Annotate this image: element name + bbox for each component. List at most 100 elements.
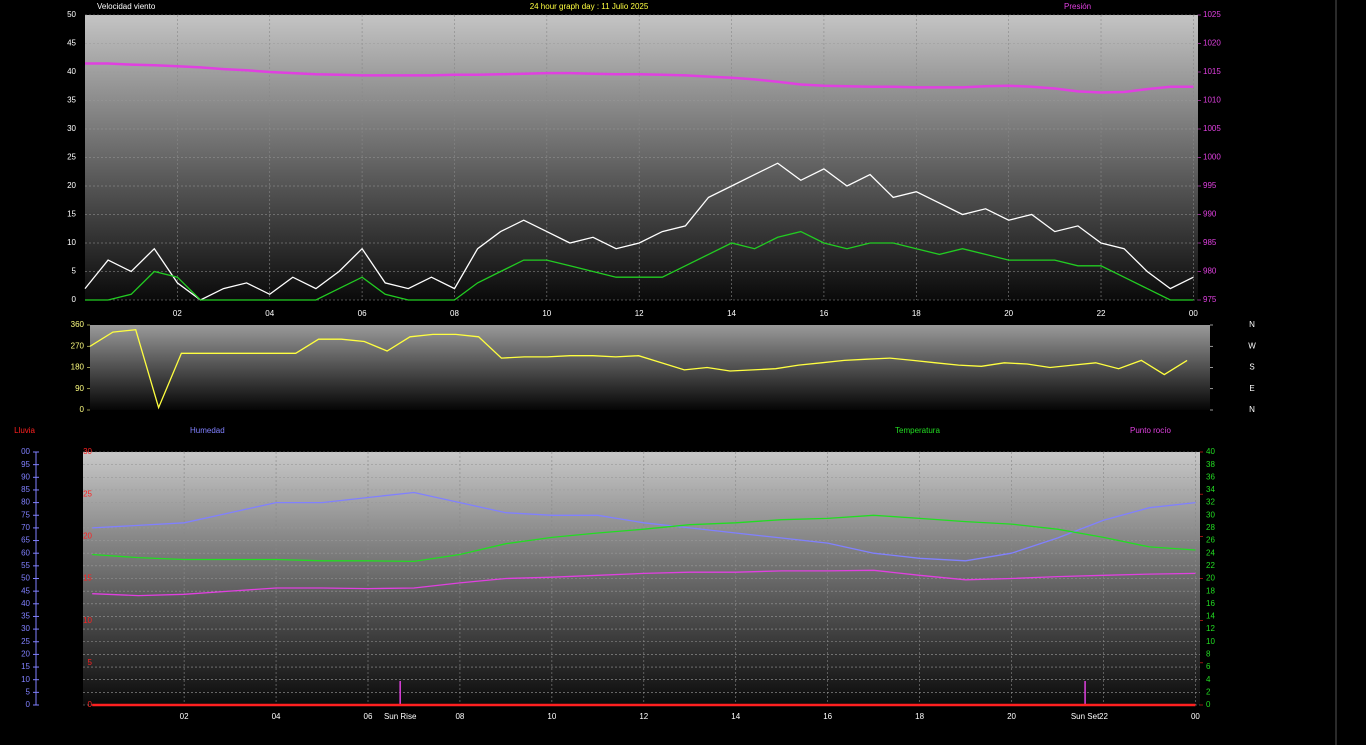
y-tick-label: 1005 <box>1203 124 1221 133</box>
series-line <box>89 328 1188 410</box>
y-tick-label: 360 <box>71 320 85 329</box>
y-tick-label: 40 <box>67 67 76 76</box>
y-tick-label: 8 <box>1206 650 1211 659</box>
x-tick-label: 04 <box>265 309 274 318</box>
y-tick-label: 25 <box>21 637 30 646</box>
y-tick-label: 995 <box>1203 181 1217 190</box>
series-line <box>92 491 1196 562</box>
y-tick-label: W <box>1248 341 1256 350</box>
x-tick-label: 22 <box>1099 712 1108 721</box>
x-tick-label: 16 <box>819 309 828 318</box>
y-tick-label: 85 <box>21 485 30 494</box>
y-tick-label: N <box>1249 405 1255 414</box>
y-tick-label: 90 <box>21 472 30 481</box>
y-tick-label: S <box>1249 363 1254 372</box>
y-tick-label: 70 <box>21 523 30 532</box>
y-tick-label: 985 <box>1203 238 1217 247</box>
y-tick-label: 30 <box>1206 510 1215 519</box>
y-tick-label: 20 <box>67 181 76 190</box>
y-tick-label: 35 <box>21 612 30 621</box>
legend-label: Temperatura <box>895 426 940 435</box>
y-tick-label: 90 <box>75 384 84 393</box>
y-tick-label: 10 <box>1206 637 1215 646</box>
y-tick-label: 45 <box>21 586 30 595</box>
y-tick-label: 990 <box>1203 210 1217 219</box>
y-tick-label: 270 <box>71 341 85 350</box>
y-tick-label: 45 <box>67 39 76 48</box>
y-tick-label: 20 <box>21 650 30 659</box>
x-tick-label: 16 <box>823 712 832 721</box>
y-tick-label: 1020 <box>1203 39 1221 48</box>
x-tick-label: 02 <box>173 309 182 318</box>
y-tick-label: 55 <box>21 561 30 570</box>
series-line <box>84 162 1194 301</box>
chart-title: 24 hour graph day : 11 Julio 2025 <box>530 2 649 11</box>
x-tick-label: 18 <box>915 712 924 721</box>
y-tick-label: 1025 <box>1203 10 1221 19</box>
y-tick-label: 14 <box>1206 612 1215 621</box>
y-tick-label: 80 <box>21 498 30 507</box>
x-tick-label: 08 <box>455 712 464 721</box>
x-tick-label: 00 <box>1189 309 1198 318</box>
series-line <box>92 514 1196 563</box>
x-tick-label: 10 <box>547 712 556 721</box>
y-tick-label: 180 <box>71 363 85 372</box>
legend-label: Lluvia <box>14 426 35 435</box>
y-tick-label: 18 <box>1206 586 1215 595</box>
y-tick-label: 6 <box>1206 662 1211 671</box>
y-tick-label: 30 <box>67 124 76 133</box>
y-tick-label: 5 <box>88 658 93 667</box>
y-tick-label: 15 <box>21 662 30 671</box>
y-tick-label: 1010 <box>1203 96 1221 105</box>
y-tick-label: 36 <box>1206 472 1215 481</box>
y-tick-label: 30 <box>83 447 92 456</box>
y-tick-label: 4 <box>1206 675 1211 684</box>
y-tick-label: 0 <box>88 700 93 709</box>
y-tick-label: 25 <box>67 153 76 162</box>
x-tick-label: 00 <box>1191 712 1200 721</box>
y-tick-label: 50 <box>67 10 76 19</box>
y-tick-label: 22 <box>1206 561 1215 570</box>
y-tick-label: 50 <box>21 574 30 583</box>
x-tick-label: 20 <box>1007 712 1016 721</box>
series-line <box>85 230 1194 301</box>
y-tick-label: 1015 <box>1203 67 1221 76</box>
y-tick-label: 24 <box>1206 548 1215 557</box>
y-tick-label: 2 <box>1206 687 1211 696</box>
y-tick-label: 35 <box>67 96 76 105</box>
y-tick-label: 25 <box>83 489 92 498</box>
x-tick-label: 06 <box>364 712 373 721</box>
y-tick-label: 15 <box>67 210 76 219</box>
legend-label: Humedad <box>190 426 225 435</box>
y-tick-label: 975 <box>1203 295 1217 304</box>
x-tick-label: 12 <box>639 712 648 721</box>
x-tick-label: 14 <box>731 712 740 721</box>
y-tick-label: 40 <box>1206 447 1215 456</box>
x-tick-label: 22 <box>1097 309 1106 318</box>
y-tick-label: E <box>1249 384 1254 393</box>
axis-label: Velocidad viento <box>97 2 156 11</box>
axis-label: Presión <box>1064 2 1091 11</box>
y-tick-label: 0 <box>80 405 85 414</box>
x-tick-label: 18 <box>912 309 921 318</box>
x-tick-label: 10 <box>542 309 551 318</box>
plot-area <box>90 325 1210 410</box>
annotation: Sun Rise <box>384 712 417 721</box>
y-tick-label: 26 <box>1206 536 1215 545</box>
y-tick-label: 0 <box>26 700 31 709</box>
y-tick-label: 34 <box>1206 485 1215 494</box>
x-tick-label: 14 <box>727 309 736 318</box>
y-tick-label: 32 <box>1206 498 1215 507</box>
y-tick-label: 20 <box>83 531 92 540</box>
series-line <box>85 62 1194 94</box>
y-tick-label: 20 <box>1206 574 1215 583</box>
y-tick-label: 980 <box>1203 267 1217 276</box>
y-tick-label: 10 <box>21 675 30 684</box>
y-tick-label: 65 <box>21 536 30 545</box>
y-tick-label: 40 <box>21 599 30 608</box>
x-tick-label: 02 <box>180 712 189 721</box>
y-tick-label: 28 <box>1206 523 1215 532</box>
annotation: Sun Set <box>1071 712 1100 721</box>
y-tick-label: 12 <box>1206 624 1215 633</box>
